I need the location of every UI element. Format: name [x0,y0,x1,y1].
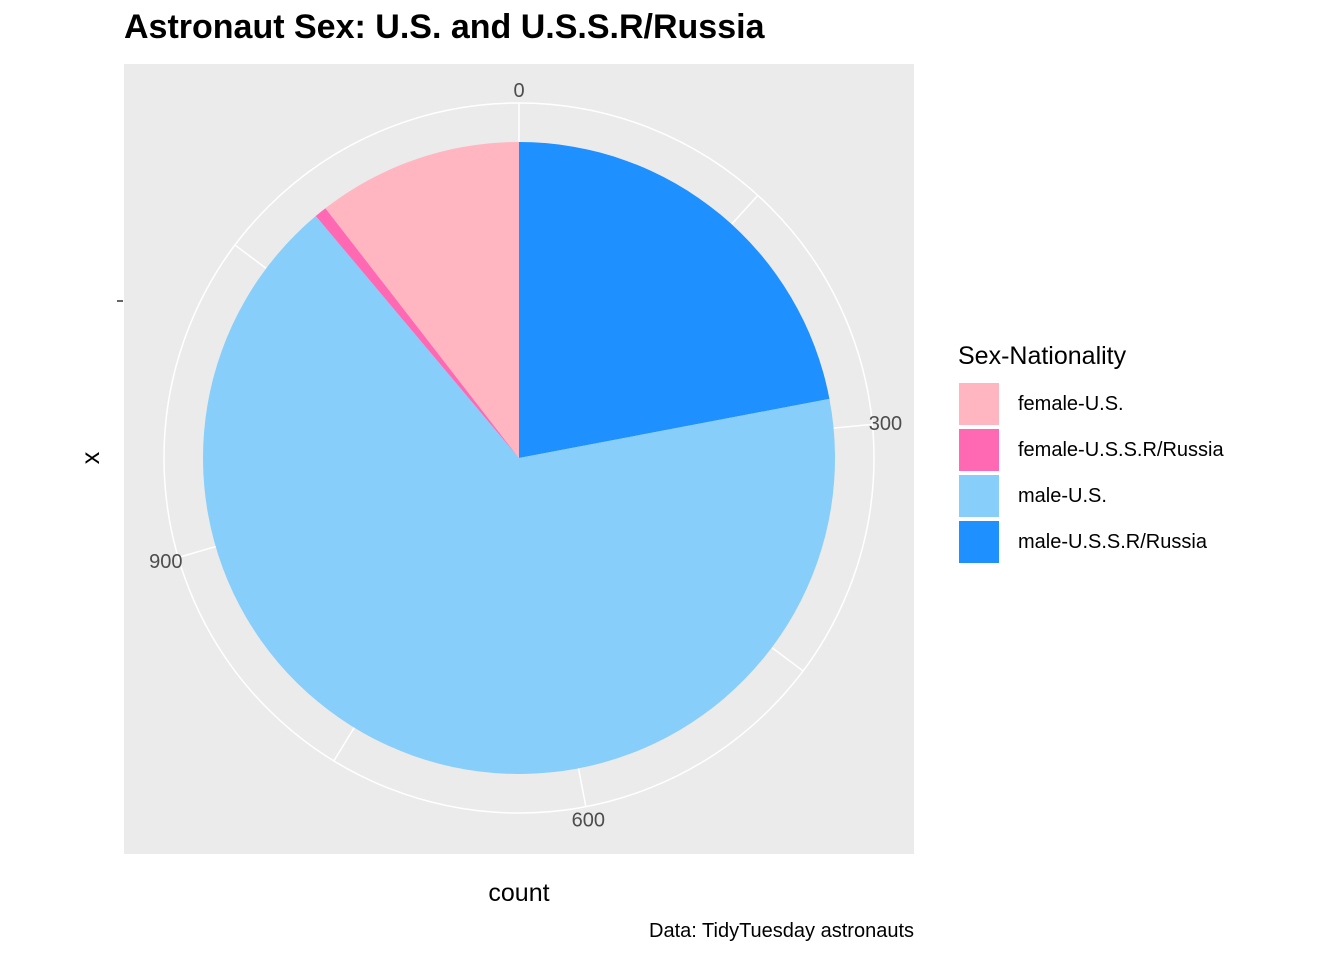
pie-slice-female-u-s [325,142,519,458]
legend-label-male-us: male-U.S. [1018,484,1107,507]
tick-layer: 0 300 600 900 [149,80,902,831]
legend-label-female-ussr-russia: female-U.S.S.R/Russia [1018,438,1224,461]
legend-key-male-us [958,474,1000,518]
x-axis-label: count [488,879,549,907]
legend-item-male-ussr-russia: male-U.S.S.R/Russia [958,519,1224,565]
y-axis-label: x [77,451,105,464]
legend-key-male-ussr-russia [958,520,1000,564]
pie-slice-male-u-s-s-r-russia [519,142,830,458]
slice-layer [202,142,835,775]
chart-caption: Data: TidyTuesday astronauts [649,920,914,942]
legend-title: Sex-Nationality [958,342,1127,370]
tick-label: 0 [513,80,524,102]
legend-key-female-ussr-russia [958,428,1000,472]
chart-title: Astronaut Sex: U.S. and U.S.S.R/Russia [124,8,765,46]
tick-label: 600 [572,809,605,831]
legend-item-male-us: male-U.S. [958,473,1224,519]
pie-slice-female-u-s-s-r-russia [315,208,519,458]
tick-label: 900 [149,551,182,573]
legend: Sex-Nationality female-U.S. female-U.S.S… [958,342,1224,565]
legend-item-female-ussr-russia: female-U.S.S.R/Russia [958,427,1224,473]
tick-label: 300 [869,413,902,435]
legend-key-female-us [958,382,1000,426]
pie-slice-male-u-s [202,216,835,775]
legend-label-female-us: female-U.S. [1018,392,1124,415]
legend-label-male-ussr-russia: male-U.S.S.R/Russia [1018,530,1207,553]
legend-item-female-us: female-U.S. [958,381,1224,427]
